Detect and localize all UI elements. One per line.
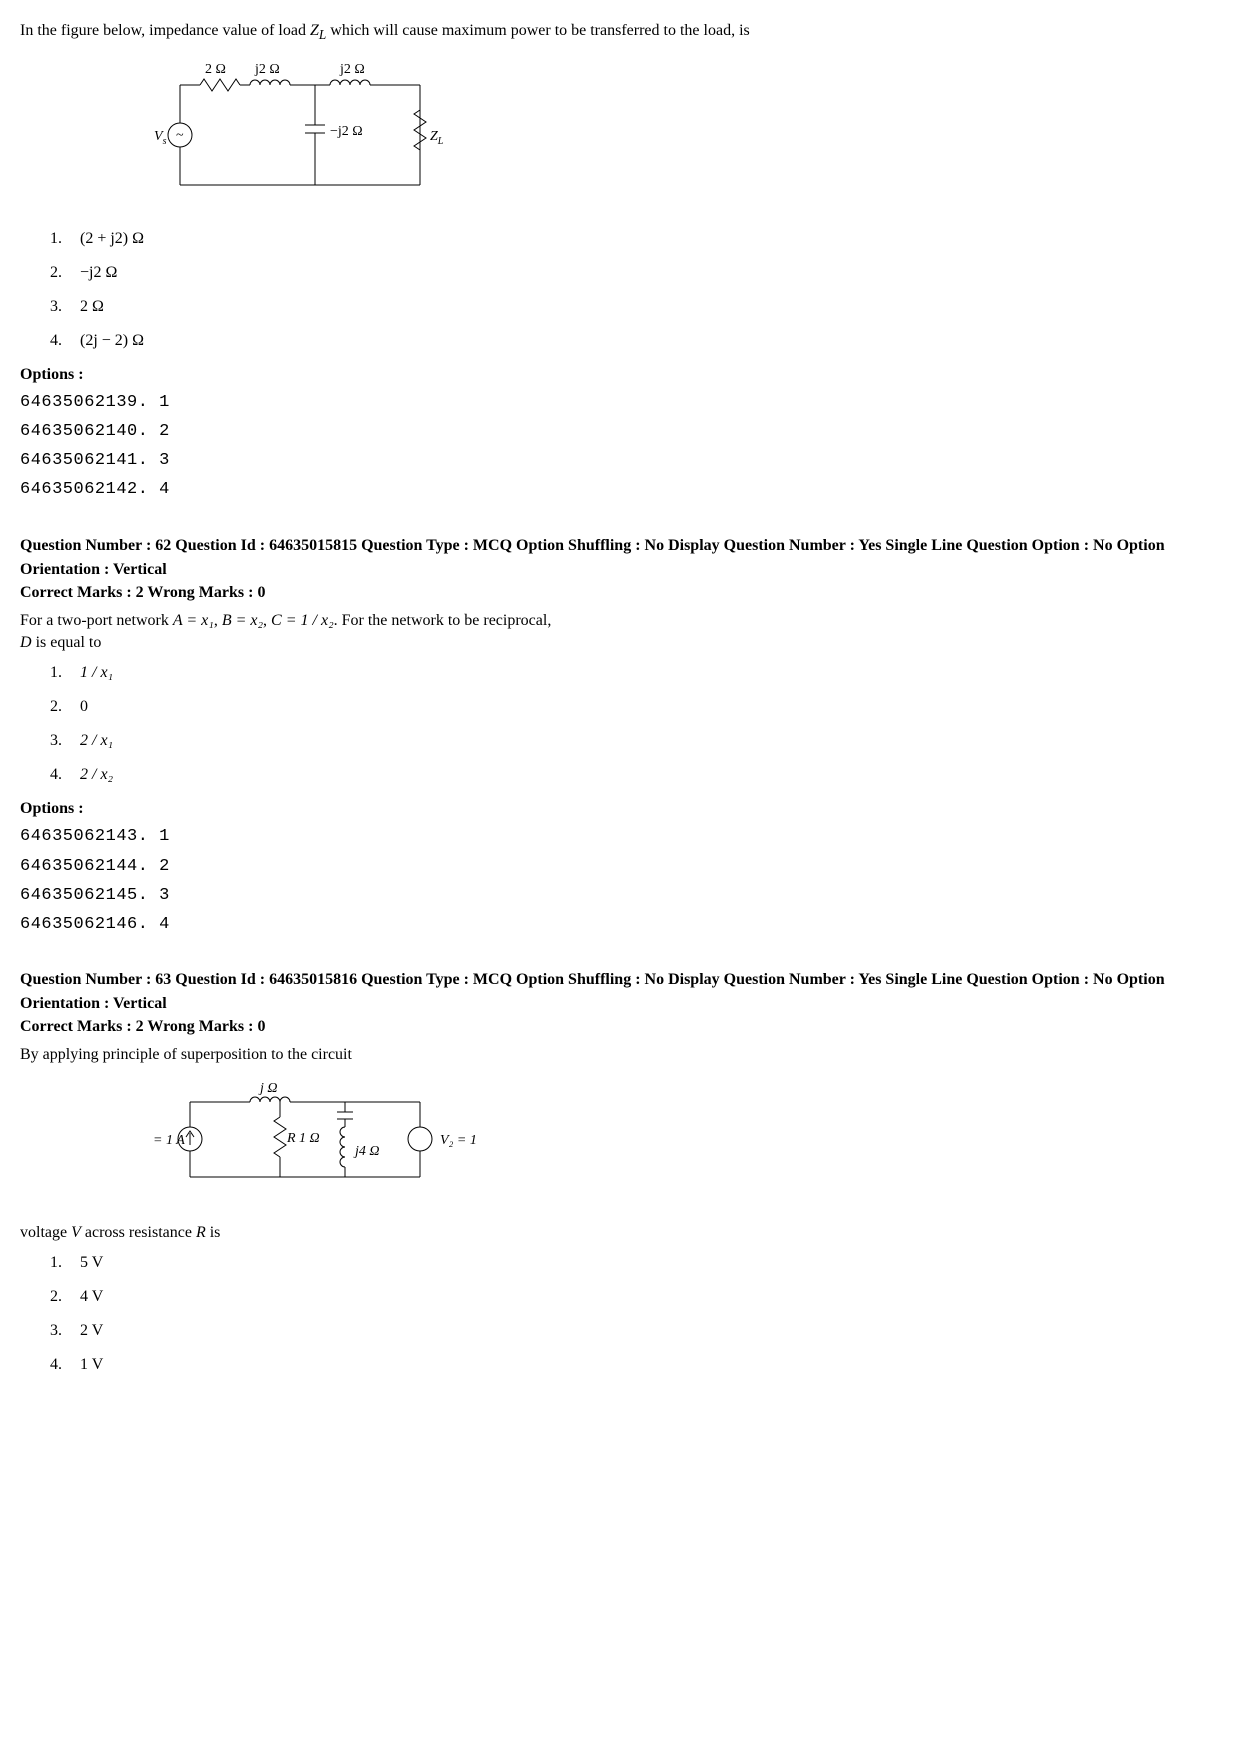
opt-text: 2 / x₂ xyxy=(80,766,113,783)
q62-opt-4: 4.2 / x₂ xyxy=(50,766,1220,784)
opt-text: 5 V xyxy=(80,1254,103,1271)
q61-optid-2: 64635062140. 2 xyxy=(20,418,1220,445)
q62-optid-1: 64635062143. 1 xyxy=(20,823,1220,850)
opt-num: 3. xyxy=(50,732,80,750)
opt-num: 4. xyxy=(50,332,80,350)
q62-optid-3: 64635062145. 3 xyxy=(20,882,1220,909)
opt-text: 2 Ω xyxy=(80,298,104,315)
q63-t2v: V xyxy=(71,1224,81,1241)
question-62-block: Question Number : 62 Question Id : 64635… xyxy=(20,534,1220,939)
q61-circuit-svg: ~ 2 Ω j2 Ω j2 Ω −j2 Ω Vs ZL xyxy=(150,55,450,205)
q61-optid-3: 64635062141. 3 xyxy=(20,447,1220,474)
opt-num: 2. xyxy=(50,1288,80,1306)
q62-a: A = x₁ xyxy=(173,612,214,629)
q63-opt-4: 4.1 V xyxy=(50,1356,1220,1374)
opt-text: 1 V xyxy=(80,1356,103,1373)
q61-option-ids: 64635062139. 1 64635062140. 2 6463506214… xyxy=(20,389,1220,504)
q61-opt-2: 2.−j2 Ω xyxy=(50,264,1220,282)
q63-t2r: R xyxy=(196,1224,206,1241)
q63-label-src2: V₂ = 1 V xyxy=(440,1133,480,1148)
opt-num: 4. xyxy=(50,766,80,784)
q63-label-src1: I₁ = 1 A xyxy=(150,1133,185,1148)
opt-text: 4 V xyxy=(80,1288,103,1305)
opt-text: 0 xyxy=(80,698,88,715)
opt-num: 3. xyxy=(50,1322,80,1340)
svg-text:Vs: Vs xyxy=(154,129,167,147)
q62-optid-2: 64635062144. 2 xyxy=(20,853,1220,880)
q62-option-ids: 64635062143. 1 64635062144. 2 6463506214… xyxy=(20,823,1220,938)
q62-opt-3: 3.2 / x₁ xyxy=(50,732,1220,750)
q61-opt-1: 1.(2 + j2) Ω xyxy=(50,230,1220,248)
opt-text: 1 / x₁ xyxy=(80,664,113,681)
q61-zl-z: Z xyxy=(310,22,319,39)
q62-d: D xyxy=(20,634,32,651)
q62-c: C = 1 / x₂ xyxy=(271,612,334,629)
q61-label-l1: j2 Ω xyxy=(254,62,280,77)
opt-num: 2. xyxy=(50,698,80,716)
opt-text: 2 / x₁ xyxy=(80,732,113,749)
q61-intro-1: In the figure below, impedance value of … xyxy=(20,22,310,39)
opt-num: 3. xyxy=(50,298,80,316)
q61-label-r1: 2 Ω xyxy=(205,62,226,77)
q63-meta: Question Number : 63 Question Id : 64635… xyxy=(20,968,1220,1016)
q61-label-c1: −j2 Ω xyxy=(330,124,363,139)
q63-opt-3: 3.2 V xyxy=(50,1322,1220,1340)
q63-t2c: is xyxy=(206,1224,221,1241)
q62-options-header: Options : xyxy=(20,800,1220,818)
q63-opt-1: 1.5 V xyxy=(50,1254,1220,1272)
question-63-block: Question Number : 63 Question Id : 64635… xyxy=(20,968,1220,1374)
q63-label-l2: j4 Ω xyxy=(353,1144,380,1159)
q61-label-l2: j2 Ω xyxy=(339,62,365,77)
q62-opt-1: 1.1 / x₁ xyxy=(50,664,1220,682)
q62-sep2: , xyxy=(263,612,271,629)
q62-b: B = x₂ xyxy=(222,612,263,629)
opt-num: 1. xyxy=(50,664,80,682)
q61-opt-3: 3.2 Ω xyxy=(50,298,1220,316)
q63-options: 1.5 V 2.4 V 3.2 V 4.1 V xyxy=(50,1254,1220,1374)
q63-circuit-diagram: j Ω R 1 Ω j4 Ω I₁ = 1 A V₂ = 1 V xyxy=(150,1077,1220,1202)
opt-num: 2. xyxy=(50,264,80,282)
q62-p1: For a two-port network xyxy=(20,612,173,629)
opt-text: 2 V xyxy=(80,1322,103,1339)
q63-opt-2: 2.4 V xyxy=(50,1288,1220,1306)
q61-optid-1: 64635062139. 1 xyxy=(20,389,1220,416)
opt-num: 1. xyxy=(50,1254,80,1272)
svg-text:~: ~ xyxy=(176,128,184,143)
q63-text1: By applying principle of superposition t… xyxy=(20,1044,1220,1066)
q62-text: For a two-port network A = x₁, B = x₂, C… xyxy=(20,610,1220,655)
q61-text: In the figure below, impedance value of … xyxy=(20,20,1220,45)
q61-optid-4: 64635062142. 4 xyxy=(20,476,1220,503)
q63-marks: Correct Marks : 2 Wrong Marks : 0 xyxy=(20,1018,1220,1036)
q61-options-header: Options : xyxy=(20,366,1220,384)
opt-text: (2 + j2) Ω xyxy=(80,230,144,247)
q63-text2: voltage V across resistance R is xyxy=(20,1222,1220,1244)
q63-t2b: across resistance xyxy=(81,1224,196,1241)
q61-options: 1.(2 + j2) Ω 2.−j2 Ω 3.2 Ω 4.(2j − 2) Ω xyxy=(50,230,1220,350)
q63-circuit-svg: j Ω R 1 Ω j4 Ω I₁ = 1 A V₂ = 1 V xyxy=(150,1077,480,1197)
opt-text: (2j − 2) Ω xyxy=(80,332,144,349)
q62-options: 1.1 / x₁ 2.0 3.2 / x₁ 4.2 / x₂ xyxy=(50,664,1220,784)
q62-marks: Correct Marks : 2 Wrong Marks : 0 xyxy=(20,584,1220,602)
opt-text: −j2 Ω xyxy=(80,264,117,281)
q62-sep1: , xyxy=(214,612,222,629)
opt-num: 4. xyxy=(50,1356,80,1374)
q62-p3: is equal to xyxy=(32,634,102,651)
q63-label-l1: j Ω xyxy=(258,1081,278,1096)
q63-label-r1: R 1 Ω xyxy=(286,1131,320,1146)
q62-meta: Question Number : 62 Question Id : 64635… xyxy=(20,534,1220,582)
q62-p2: . For the network to be reciprocal, xyxy=(334,612,552,629)
q61-circuit-diagram: ~ 2 Ω j2 Ω j2 Ω −j2 Ω Vs ZL xyxy=(150,55,1220,210)
opt-num: 1. xyxy=(50,230,80,248)
q62-opt-2: 2.0 xyxy=(50,698,1220,716)
svg-text:ZL: ZL xyxy=(430,129,444,147)
q62-optid-4: 64635062146. 4 xyxy=(20,911,1220,938)
q61-opt-4: 4.(2j − 2) Ω xyxy=(50,332,1220,350)
q63-t2a: voltage xyxy=(20,1224,71,1241)
question-61-block: In the figure below, impedance value of … xyxy=(20,20,1220,504)
q61-intro-2: which will cause maximum power to be tra… xyxy=(326,22,749,39)
